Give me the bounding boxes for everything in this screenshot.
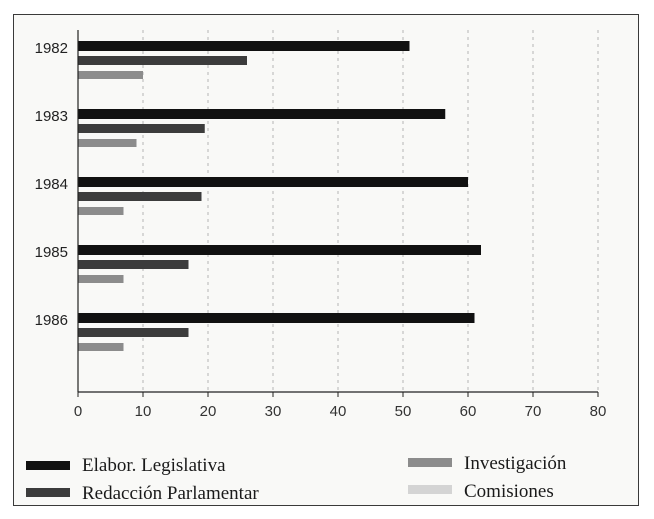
- axes: [77, 30, 599, 397]
- x-tick-label: 80: [590, 403, 607, 420]
- bar: [78, 343, 124, 351]
- bar: [78, 313, 475, 323]
- grid-lines: [142, 30, 599, 392]
- legend-swatch: [26, 488, 70, 497]
- category-label: 1983: [35, 108, 68, 125]
- x-tick-label: 30: [265, 403, 282, 420]
- category-labels: 1982 1983 1984 1985 1986: [35, 40, 68, 329]
- legend-swatch: [408, 485, 452, 494]
- x-tick-label: 60: [460, 403, 477, 420]
- legend-swatch: [408, 458, 452, 467]
- bar: [78, 177, 468, 187]
- bar: [78, 328, 189, 337]
- legend-label: Redacción Parlamentar: [82, 483, 259, 504]
- bar: [78, 275, 124, 283]
- bar: [78, 207, 124, 215]
- legend-label: Elabor. Legislativa: [82, 455, 226, 476]
- bar: [78, 260, 189, 269]
- x-tick-label: 0: [74, 403, 82, 420]
- x-tick-label: 40: [330, 403, 347, 420]
- x-tick-labels: 0 10 20 30 40 50 60 70 80: [74, 403, 607, 420]
- x-tick-label: 50: [395, 403, 412, 420]
- bars: [78, 41, 481, 351]
- x-tick-label: 20: [200, 403, 217, 420]
- category-label: 1982: [35, 40, 68, 57]
- legend-label: Investigación: [464, 453, 567, 474]
- bar: [78, 124, 205, 133]
- bar: [78, 109, 446, 119]
- category-label: 1986: [35, 312, 68, 329]
- bar: [78, 192, 202, 201]
- category-label: 1985: [35, 244, 68, 261]
- legend: Elabor. Legislativa Redacción Parlamentar…: [26, 453, 567, 504]
- legend-swatch: [26, 461, 70, 470]
- legend-label: Comisiones: [464, 481, 554, 502]
- bar: [78, 245, 481, 255]
- bar: [78, 56, 247, 65]
- category-label: 1984: [35, 176, 68, 193]
- bar: [78, 139, 137, 147]
- x-tick-label: 70: [525, 403, 542, 420]
- bar: [78, 41, 410, 51]
- x-tick-label: 10: [135, 403, 152, 420]
- bar: [78, 71, 143, 79]
